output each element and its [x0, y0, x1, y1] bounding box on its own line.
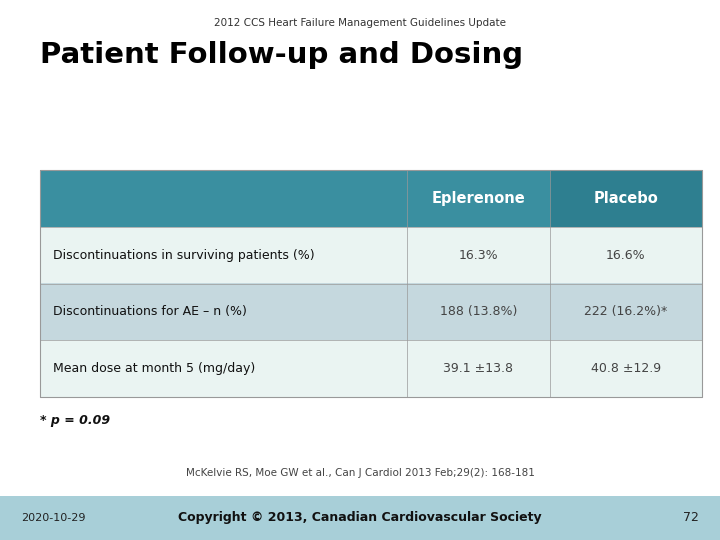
Bar — [549, 284, 702, 340]
Bar — [408, 227, 549, 284]
Text: Discontinuations in surviving patients (%): Discontinuations in surviving patients (… — [53, 248, 314, 262]
Text: Eplerenone: Eplerenone — [431, 191, 526, 206]
Bar — [549, 227, 702, 284]
Text: Placebo: Placebo — [593, 191, 658, 206]
Text: 39.1 ±13.8: 39.1 ±13.8 — [444, 362, 513, 375]
Bar — [408, 170, 549, 227]
Bar — [40, 284, 408, 340]
Text: McKelvie RS, Moe GW et al., Can J Cardiol 2013 Feb;29(2): 168-181: McKelvie RS, Moe GW et al., Can J Cardio… — [186, 468, 534, 477]
Text: Copyright © 2013, Canadian Cardiovascular Society: Copyright © 2013, Canadian Cardiovascula… — [178, 511, 542, 524]
Bar — [549, 340, 702, 397]
Bar — [408, 284, 549, 340]
Text: Mean dose at month 5 (mg/day): Mean dose at month 5 (mg/day) — [53, 362, 255, 375]
Text: 16.6%: 16.6% — [606, 248, 646, 262]
Bar — [0, 496, 720, 540]
Bar — [40, 170, 408, 227]
Text: Discontinuations for AE – n (%): Discontinuations for AE – n (%) — [53, 305, 246, 319]
Text: 16.3%: 16.3% — [459, 248, 498, 262]
Text: Patient Follow-up and Dosing: Patient Follow-up and Dosing — [40, 41, 523, 69]
Text: 2012 CCS Heart Failure Management Guidelines Update: 2012 CCS Heart Failure Management Guidel… — [214, 18, 506, 28]
Text: 188 (13.8%): 188 (13.8%) — [440, 305, 517, 319]
Bar — [40, 170, 702, 397]
Text: 2020-10-29: 2020-10-29 — [22, 513, 86, 523]
Text: * p = 0.09: * p = 0.09 — [40, 414, 109, 427]
Text: 40.8 ±12.9: 40.8 ±12.9 — [591, 362, 661, 375]
Text: 222 (16.2%)*: 222 (16.2%)* — [584, 305, 667, 319]
Bar — [40, 227, 408, 284]
Bar — [408, 340, 549, 397]
Text: 72: 72 — [683, 511, 698, 524]
Bar — [549, 170, 702, 227]
Bar — [40, 340, 408, 397]
